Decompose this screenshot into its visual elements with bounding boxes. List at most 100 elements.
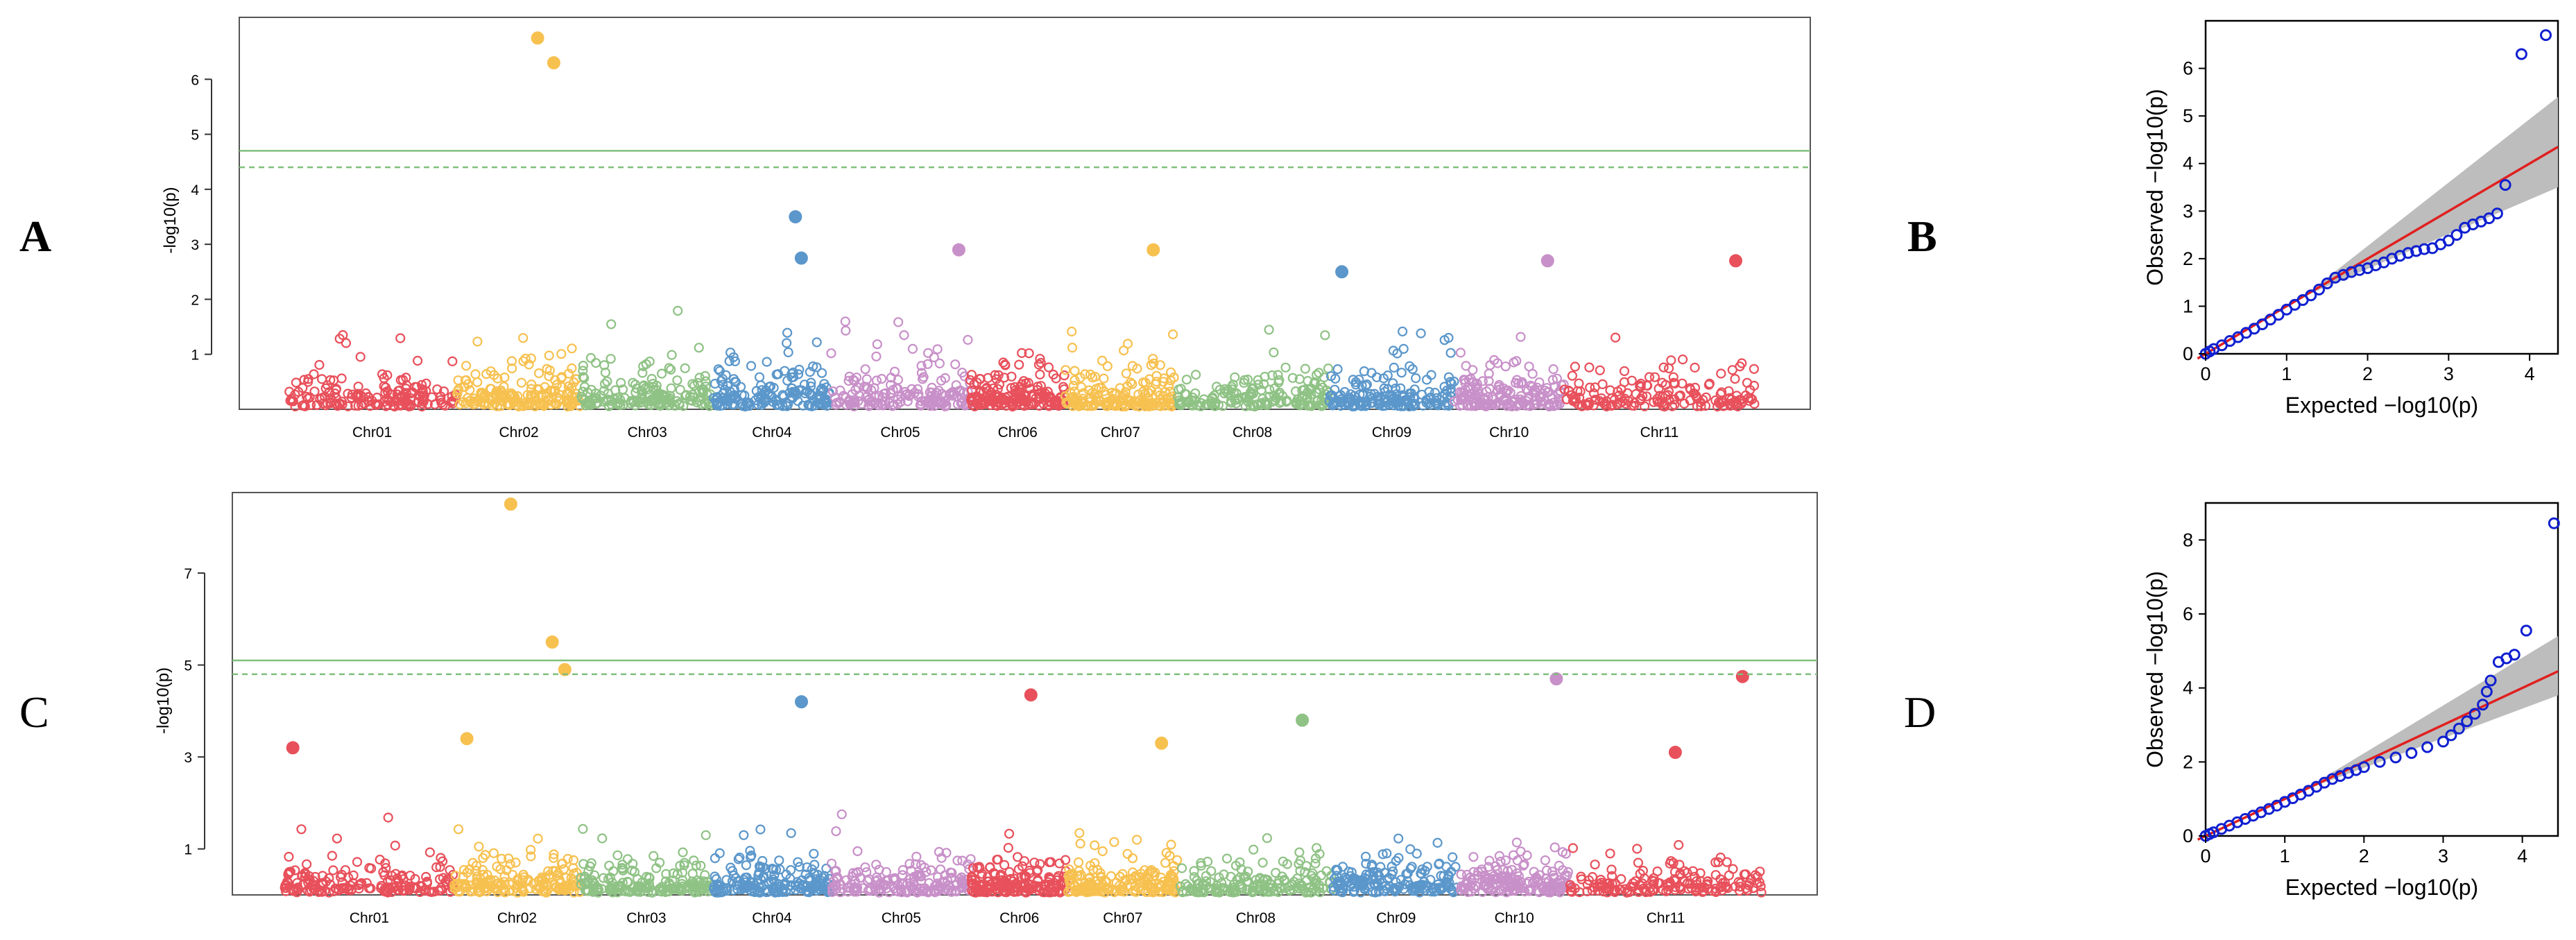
snp-point	[812, 869, 823, 880]
snp-point	[1331, 864, 1341, 875]
snp-point	[775, 864, 785, 875]
snp-point	[1040, 887, 1050, 898]
snp-point	[417, 398, 427, 409]
snp-point	[956, 883, 967, 894]
snp-point	[968, 863, 979, 873]
qq-point	[2491, 207, 2503, 220]
snp-point	[1075, 838, 1085, 849]
x-tick-label: 3	[2438, 846, 2448, 866]
snp-point	[927, 399, 938, 409]
snp-point	[1033, 881, 1044, 891]
qq-point	[2453, 722, 2465, 735]
snp-point	[1035, 859, 1045, 869]
snp-point	[1246, 386, 1256, 398]
snp-point	[404, 399, 415, 409]
x-tick-label: 0	[2200, 846, 2210, 866]
snp-point	[1549, 873, 1559, 883]
snp-point	[548, 853, 559, 863]
snp-point	[1167, 329, 1178, 340]
snp-point	[325, 393, 336, 404]
snp-point	[476, 387, 488, 398]
snp-point	[1328, 399, 1338, 410]
confidence-band	[2300, 636, 2558, 792]
snp-point	[543, 395, 553, 405]
snp-point	[1534, 377, 1545, 388]
snp-point	[935, 864, 946, 875]
snp-point	[461, 375, 472, 386]
snp-point	[1217, 401, 1228, 411]
snp-point	[1605, 848, 1615, 859]
snp-point	[1700, 400, 1711, 411]
snp-point	[875, 884, 886, 895]
snp-point	[1205, 395, 1217, 407]
snp-point	[673, 305, 683, 316]
y-tick-label: 3	[184, 750, 192, 766]
snp-point	[1279, 875, 1289, 887]
snp-point	[710, 853, 721, 864]
snp-point	[526, 390, 538, 400]
snp-point	[981, 880, 993, 891]
snp-point	[474, 885, 485, 896]
snp-point	[1455, 348, 1466, 358]
snp-point	[670, 400, 680, 411]
snp-point	[1019, 400, 1030, 411]
snp-point	[1676, 885, 1686, 895]
snp-point	[780, 366, 790, 376]
chromosome-label: Chr05	[880, 425, 920, 441]
snp-point	[1274, 387, 1285, 398]
snp-point	[1470, 386, 1480, 398]
snp-point	[1537, 397, 1547, 407]
snp-point	[1615, 884, 1625, 894]
snp-point	[1382, 370, 1393, 381]
snp-point	[1669, 866, 1681, 878]
snp-point	[516, 377, 527, 388]
snp-point	[519, 872, 529, 882]
snp-point	[782, 327, 793, 338]
snp-point	[1294, 878, 1305, 889]
snp-point	[1085, 369, 1096, 380]
snp-point	[843, 375, 854, 386]
snp-point	[695, 393, 706, 403]
snp-point	[981, 887, 992, 898]
x-axis-title: Expected −log10(p)	[2285, 875, 2478, 900]
snp-point	[567, 382, 577, 393]
snp-point	[886, 388, 896, 398]
snp-point	[1043, 400, 1054, 410]
snp-point	[1518, 860, 1529, 871]
snp-point	[1552, 373, 1562, 384]
snp-point	[361, 878, 372, 889]
panel-letter-a: A	[19, 212, 51, 261]
snp-point	[1649, 372, 1660, 382]
snp-point	[1685, 384, 1696, 395]
snp-point	[628, 395, 639, 406]
snp-point	[911, 851, 922, 862]
snp-point	[1696, 401, 1706, 411]
highlighted-snp-point	[1024, 688, 1038, 702]
snp-point	[1450, 862, 1461, 872]
snp-point	[1294, 859, 1304, 869]
snp-point	[721, 875, 732, 885]
snp-point	[717, 373, 728, 384]
snp-point	[327, 851, 337, 861]
snp-point	[666, 364, 676, 375]
y-tick-label: 6	[2183, 58, 2193, 79]
snp-point	[1389, 362, 1399, 373]
snp-point	[1240, 871, 1251, 882]
snp-point	[465, 887, 476, 897]
snp-point	[993, 384, 1003, 394]
snp-point	[809, 848, 819, 859]
snp-point	[306, 885, 316, 896]
snp-point	[578, 823, 588, 835]
snp-point	[1067, 343, 1078, 353]
snp-point	[590, 357, 601, 368]
snp-point	[757, 385, 767, 395]
snp-point	[1437, 391, 1448, 402]
chromosome-label: Chr03	[626, 910, 666, 926]
snp-point	[812, 885, 822, 896]
snp-point	[992, 855, 1002, 865]
snp-point	[1090, 858, 1100, 869]
snp-point	[553, 882, 565, 893]
snp-point	[1702, 884, 1713, 894]
snp-point	[1262, 832, 1273, 844]
snp-point	[1107, 400, 1118, 410]
